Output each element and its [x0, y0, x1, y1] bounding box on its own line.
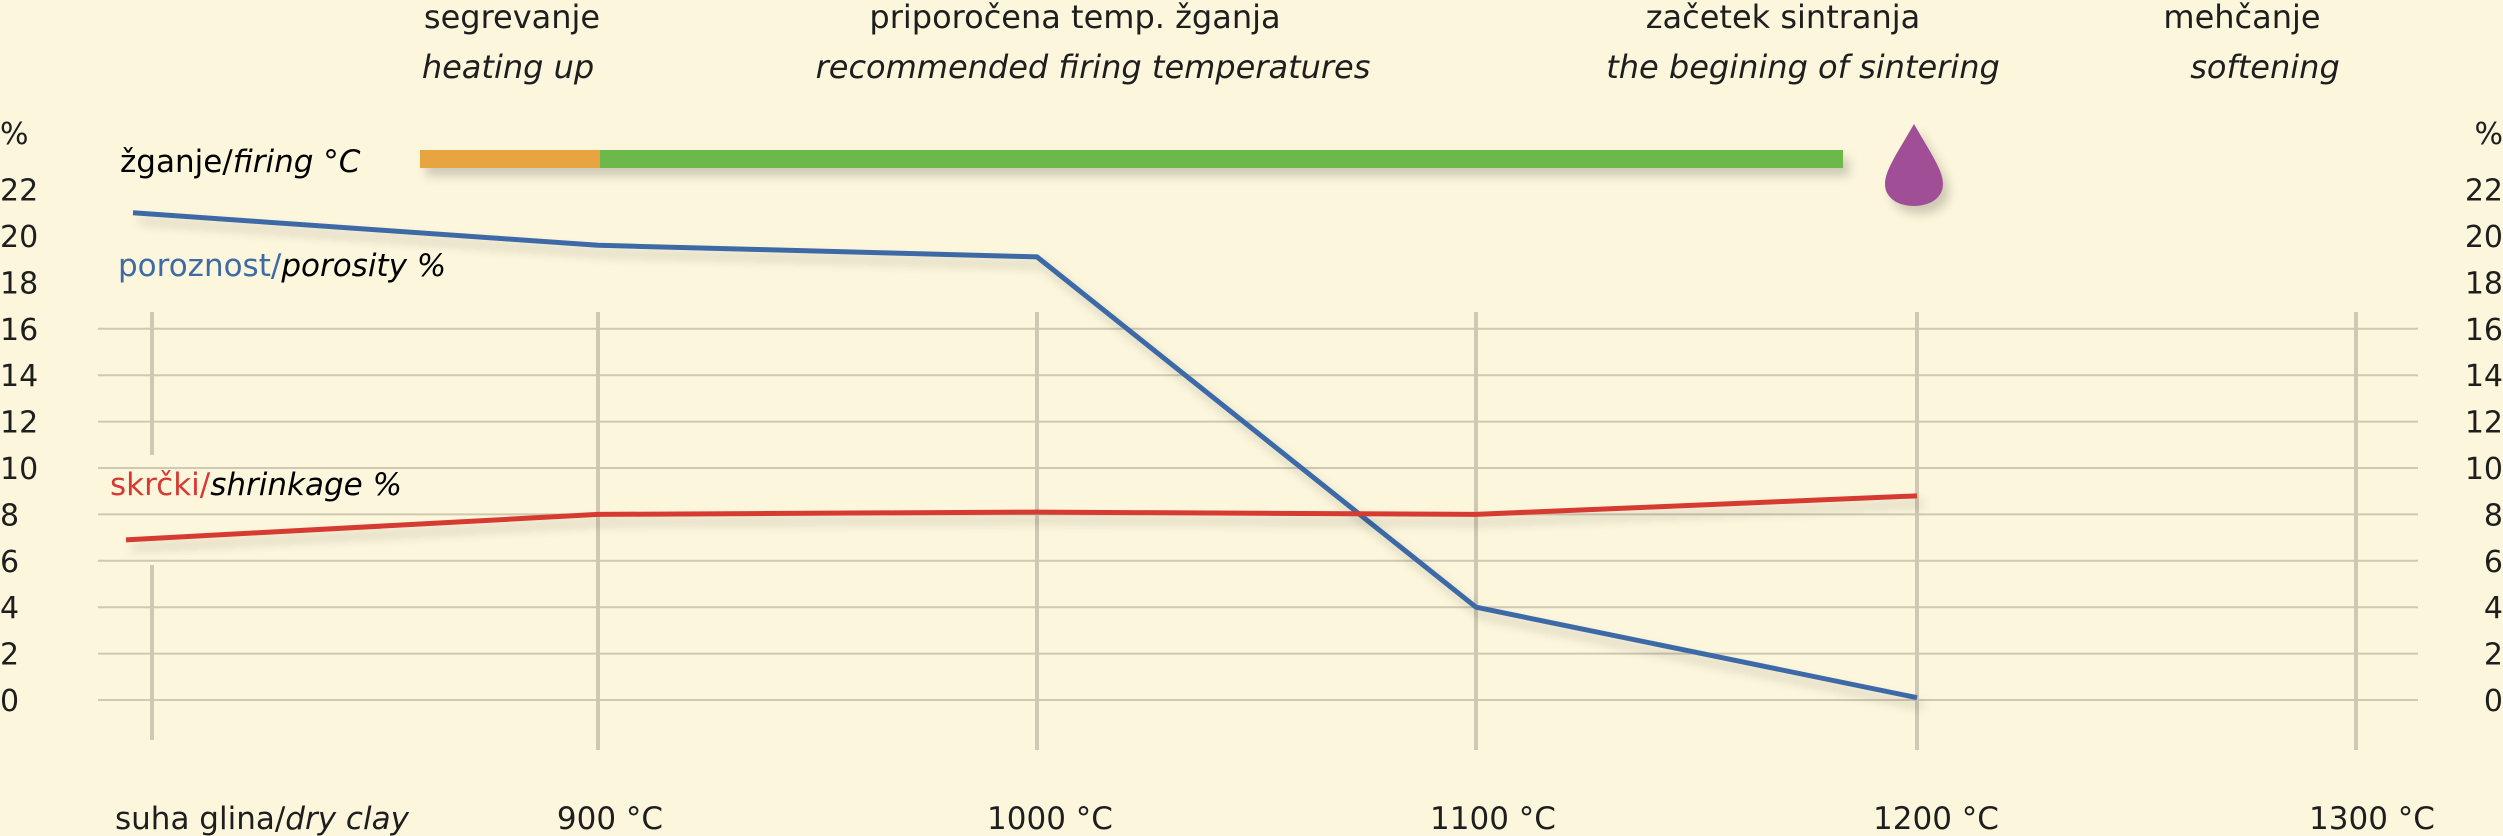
- firing-bar-recommended: [600, 150, 1843, 168]
- stage-sintering-bottom: the begining of sintering: [1606, 48, 2000, 86]
- label-firing-main: žganje/: [120, 144, 233, 180]
- stage-softening-top: mehčanje: [2163, 0, 2320, 36]
- softening-drop-icon: [1885, 124, 1943, 206]
- y-tick-right-4: 4: [2484, 591, 2503, 626]
- y-tick-left-6: 6: [0, 545, 19, 580]
- stage-heating-bottom: heating up: [422, 48, 594, 86]
- stage-recommended-top: priporočena temp. žganja: [869, 0, 1280, 36]
- label-porosity: poroznost/porosity %: [118, 248, 446, 284]
- label-porosity-italic: porosity %: [280, 248, 446, 284]
- x-tick-1200: 1200 °C: [1873, 801, 1999, 836]
- label-porosity-main: poroznost/: [118, 248, 282, 284]
- series-line-shrinkage: [125, 493, 1918, 543]
- y-unit-right: %: [2474, 117, 2503, 152]
- y-tick-left-10: 10: [0, 452, 38, 487]
- stage-recommended-bottom: recommended firing temperatures: [816, 48, 1371, 86]
- y-tick-left-20: 20: [0, 220, 38, 255]
- label-firing-italic: firing °C: [233, 144, 361, 180]
- x-tick-dry-clay: suha glina/dry clay: [115, 801, 410, 836]
- y-tick-right-10: 10: [2465, 452, 2503, 487]
- y-tick-left-8: 8: [0, 498, 19, 533]
- y-tick-left-12: 12: [0, 406, 38, 441]
- y-tick-right-8: 8: [2484, 498, 2503, 533]
- y-tick-right-16: 16: [2465, 313, 2503, 348]
- y-tick-left-2: 2: [0, 638, 19, 673]
- y-tick-left-14: 14: [0, 359, 38, 394]
- label-shrinkage-main: skrčki/: [110, 467, 211, 503]
- y-tick-right-6: 6: [2484, 545, 2503, 580]
- y-tick-right-2: 2: [2484, 638, 2503, 673]
- y-tick-left-16: 16: [0, 313, 38, 348]
- y-tick-right-22: 22: [2465, 174, 2503, 209]
- firing-bar: [420, 124, 1943, 206]
- y-tick-right-18: 18: [2465, 266, 2503, 301]
- stage-headers: segrevanje heating up priporočena temp. …: [422, 0, 2340, 86]
- y-ticks-left: 0 2 4 6 8 10 12 14 16 18 20 22: [0, 174, 38, 719]
- y-tick-right-20: 20: [2465, 220, 2503, 255]
- x-grid-verticals: [150, 312, 2358, 750]
- y-tick-right-12: 12: [2465, 406, 2503, 441]
- label-shrinkage: skrčki/shrinkage %: [110, 467, 402, 503]
- x-tick-900: 900 °C: [557, 801, 663, 836]
- x-tick-dry-clay-italic: dry clay: [285, 801, 409, 836]
- y-tick-right-14: 14: [2465, 359, 2503, 394]
- y-tick-left-22: 22: [0, 174, 38, 209]
- y-ticks-right: 0 2 4 6 8 10 12 14 16 18 20 22: [2465, 174, 2503, 719]
- x-tick-dry-clay-main: suha glina/: [115, 801, 286, 836]
- label-firing: žganje/firing °C: [120, 144, 361, 180]
- y-tick-left-18: 18: [0, 266, 38, 301]
- y-unit-left: %: [0, 117, 29, 152]
- series-line-porosity: [132, 210, 1918, 701]
- stage-heating-top: segrevanje: [424, 0, 600, 36]
- x-tick-1100: 1100 °C: [1430, 801, 1556, 836]
- x-ticks: 900 °C 1000 °C 1100 °C 1200 °C 1300 °C: [557, 801, 2435, 836]
- x-tick-1000: 1000 °C: [987, 801, 1113, 836]
- stage-softening-bottom: softening: [2190, 48, 2340, 86]
- y-tick-right-0: 0: [2484, 684, 2503, 719]
- stage-sintering-top: začetek sintranja: [1646, 0, 1921, 36]
- x-tick-1300: 1300 °C: [2309, 801, 2435, 836]
- firing-bar-heating: [420, 150, 602, 168]
- y-tick-left-4: 4: [0, 591, 19, 626]
- label-shrinkage-italic: shrinkage %: [210, 467, 402, 503]
- y-tick-left-0: 0: [0, 684, 19, 719]
